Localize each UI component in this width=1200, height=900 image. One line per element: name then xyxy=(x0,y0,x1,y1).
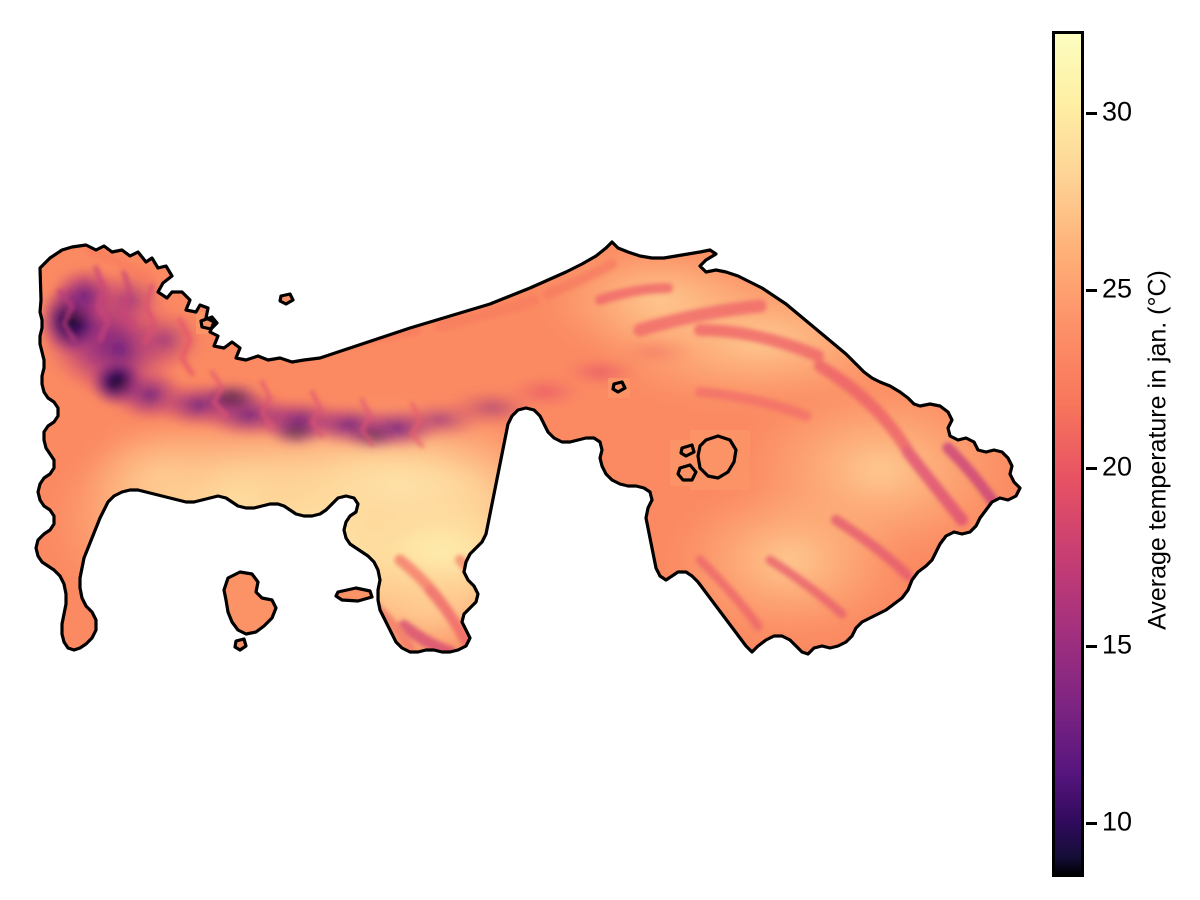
colorbar-tick-25 xyxy=(1086,289,1097,292)
canal-islet xyxy=(611,380,627,394)
coiba-island xyxy=(222,570,278,636)
colorbar-ticklabel-10: 10 xyxy=(1102,806,1133,837)
colorbar-ticklabel-30: 30 xyxy=(1102,96,1133,127)
pearl-islet-2 xyxy=(676,463,698,482)
coiba-islet xyxy=(233,637,248,652)
colorbar-ticklabel-25: 25 xyxy=(1102,273,1133,304)
pearl-islet-1 xyxy=(679,443,696,458)
country-outline xyxy=(34,240,1022,656)
colorbar-ticklabel-15: 15 xyxy=(1102,629,1133,660)
cebaco-island xyxy=(334,586,374,603)
colorbar xyxy=(1052,31,1084,877)
colorbar-tick-10 xyxy=(1086,822,1097,825)
colorbar-ticklabel-20: 20 xyxy=(1102,451,1133,482)
escudo-island xyxy=(278,292,295,306)
temperature-raster xyxy=(36,242,1020,654)
colorbar-tick-30 xyxy=(1086,112,1097,115)
colorbar-tick-20 xyxy=(1086,467,1097,470)
colorbar-gradient xyxy=(1055,34,1081,874)
colorbar-axis-label: Average temperature in jan. (°C) xyxy=(1143,270,1172,630)
isla-del-rey xyxy=(696,434,738,480)
colorbar-legend: 30 25 20 15 10 Average temperature in ja… xyxy=(1040,0,1200,900)
colorbar-tick-15 xyxy=(1086,645,1097,648)
panama-temperature-map xyxy=(34,240,1022,656)
bocas-islet xyxy=(199,315,219,331)
map-panel xyxy=(34,240,1022,656)
